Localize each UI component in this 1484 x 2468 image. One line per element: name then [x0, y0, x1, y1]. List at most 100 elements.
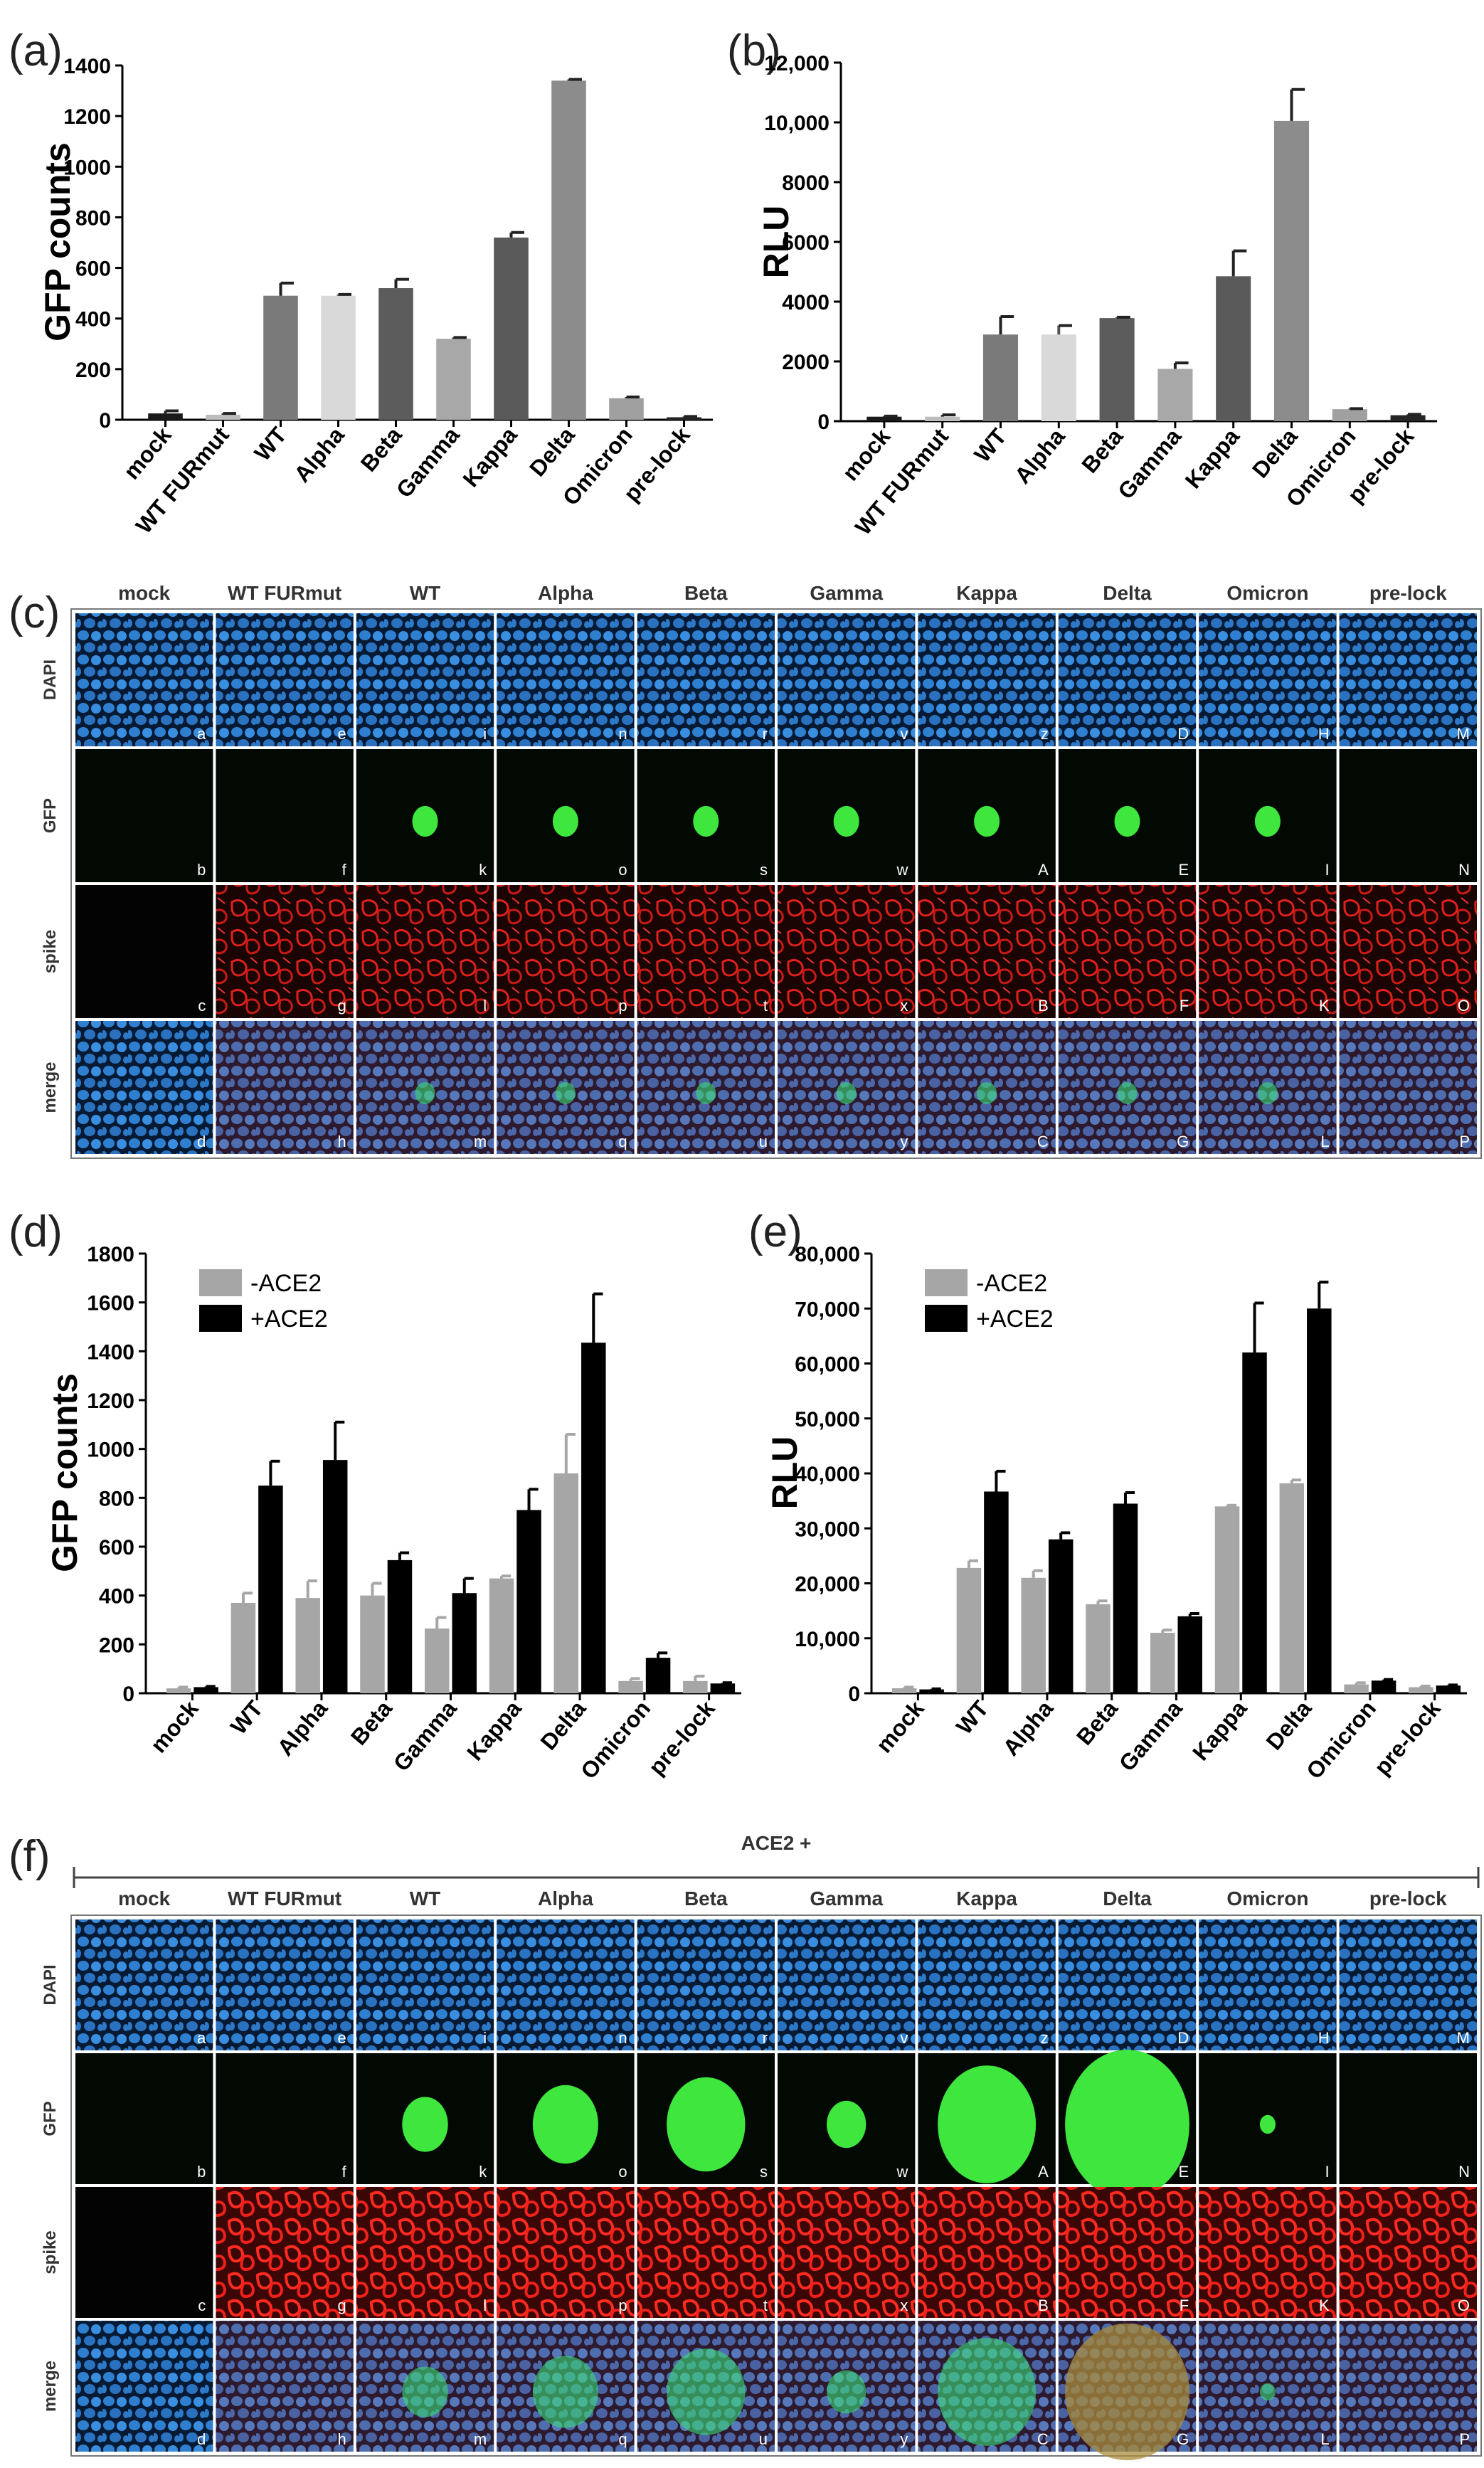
bar — [263, 295, 298, 420]
x-tick-label: WT — [249, 422, 292, 466]
x-tick-label: Kappa — [1180, 423, 1245, 493]
gfp-signal — [938, 2065, 1037, 2183]
micrograph-letter: p — [618, 2297, 627, 2314]
micrograph-spike-alpha — [497, 885, 635, 1018]
micrograph-spike-mock — [75, 885, 213, 1018]
micrograph-spike-pre-lock — [1339, 885, 1477, 1018]
row-label: merge — [41, 1061, 60, 1113]
micrograph-gfp-wt-furmut — [216, 2053, 354, 2184]
micrograph-letter: M — [1457, 2029, 1470, 2047]
column-label: WT — [410, 1887, 441, 1910]
micrograph-dapi-gamma — [778, 1919, 916, 2050]
micrograph-spike-omicron — [1199, 2187, 1337, 2318]
micrograph-letter: d — [197, 1133, 206, 1150]
chart-d: GFP counts 0 200 400 600 800 1000 1200 1400 1600 1… — [45, 1243, 741, 1784]
micrograph-grid-f: mock WT FURmut WT Alpha Beta Gamma Kappa Delta O… — [41, 1887, 1482, 2461]
x-tick-label: Kappa — [457, 422, 522, 492]
micrograph-letter: o — [618, 2163, 627, 2181]
gfp-signal — [667, 2077, 746, 2172]
micrograph-letter: y — [900, 1133, 908, 1150]
row-label: GFP — [41, 798, 60, 833]
micrograph-letter: a — [197, 725, 206, 743]
micrograph-merge-pre-lock — [1339, 2321, 1477, 2452]
micrograph-letter: r — [763, 725, 768, 743]
y-axis-label: RLU — [765, 1436, 805, 1510]
x-tick-label: Alpha — [1009, 423, 1070, 488]
y-tick-label: 1200 — [87, 1389, 134, 1413]
row-label: spike — [41, 930, 60, 973]
y-tick-label: 6000 — [782, 231, 830, 255]
y-tick-label: 50,000 — [795, 1408, 860, 1431]
bar-minus-ace2 — [1086, 1604, 1111, 1693]
y-axis-label: GFP counts — [38, 142, 78, 341]
micrograph-letter: k — [479, 861, 487, 879]
y-tick-label: 12,000 — [764, 52, 830, 75]
y-tick-label: 10,000 — [764, 112, 830, 135]
micrograph-letter: G — [1177, 1133, 1189, 1150]
micrograph-dapi-beta — [637, 613, 775, 746]
micrograph-letter: f — [342, 2163, 347, 2181]
x-tick-label: Beta — [356, 422, 407, 476]
micrograph-letter: C — [1037, 1133, 1049, 1150]
micrograph-letter: A — [1038, 861, 1049, 879]
column-label: WT FURmut — [228, 1887, 341, 1910]
micrograph-letter: D — [1177, 725, 1189, 743]
micrograph-gfp-mock — [75, 2053, 213, 2184]
legend-label: -ACE2 — [250, 1270, 322, 1297]
micrograph-dapi-pre-lock — [1339, 613, 1477, 746]
micrograph-dapi-wt — [356, 613, 494, 746]
gfp-signal — [693, 805, 719, 837]
row-label: merge — [41, 2361, 60, 2412]
x-tick-label: Alpha — [998, 1695, 1059, 1760]
legend-swatch — [925, 1305, 968, 1332]
micrograph-letter: e — [338, 2029, 346, 2047]
y-tick-label: 1000 — [87, 1439, 134, 1462]
micrograph-letter: K — [1319, 2297, 1330, 2314]
bar — [494, 237, 529, 420]
micrograph-spike-mock — [75, 2187, 213, 2318]
micrograph-spike-omicron — [1199, 885, 1337, 1018]
bar-minus-ace2 — [891, 1688, 917, 1693]
column-label: Gamma — [810, 1887, 883, 1910]
micrograph-dapi-kappa — [918, 613, 1056, 746]
micrograph-letter: c — [198, 2297, 206, 2314]
bar-minus-ace2 — [425, 1628, 450, 1693]
x-tick-label: WT — [226, 1695, 268, 1739]
y-tick-label: 2000 — [782, 351, 830, 374]
micrograph-grid-c: mock WT FURmut WT Alpha Beta Gamma Kappa Delta O… — [41, 582, 1482, 1159]
micrograph-letter: h — [338, 1133, 346, 1150]
bar-minus-ace2 — [683, 1680, 708, 1693]
micrograph-letter: i — [483, 725, 487, 743]
grid-frame — [70, 1914, 1482, 2457]
x-tick-label: Omicron — [1301, 1695, 1381, 1784]
micrograph-letter: F — [1180, 2297, 1189, 2314]
x-tick-label: Gamma — [1114, 1695, 1187, 1776]
micrograph-spike-alpha — [497, 2187, 635, 2318]
y-tick-label: 1400 — [63, 55, 111, 78]
bar-minus-ace2 — [1021, 1577, 1046, 1693]
micrograph-merge-mock — [75, 2321, 213, 2452]
bar-minus-ace2 — [295, 1598, 320, 1693]
micrograph-merge-wt-furmut — [216, 1021, 354, 1154]
merge-gfp-signal — [1065, 2323, 1189, 2461]
micrograph-spike-delta — [1058, 2187, 1197, 2318]
y-tick-label: 20,000 — [795, 1573, 860, 1596]
micrograph-spike-pre-lock — [1339, 2187, 1477, 2318]
y-tick-label: 1400 — [87, 1340, 134, 1364]
micrograph-letter: c — [198, 997, 206, 1015]
bar — [1273, 120, 1310, 421]
micrograph-letter: p — [618, 997, 627, 1015]
merge-gfp-signal — [555, 1082, 576, 1104]
micrograph-letter: H — [1318, 2029, 1330, 2047]
panel-label-a: (a) — [9, 26, 63, 75]
y-tick-label: 200 — [75, 359, 111, 382]
micrograph-letter: y — [900, 2430, 908, 2448]
bar — [206, 414, 240, 420]
y-tick-label: 1600 — [87, 1292, 134, 1315]
gfp-signal — [1114, 805, 1140, 837]
micrograph-merge-pre-lock — [1339, 1021, 1477, 1154]
merge-gfp-signal — [836, 1082, 857, 1104]
ace2-header: ACE2 + — [73, 1832, 1480, 1888]
bar — [1390, 415, 1426, 421]
